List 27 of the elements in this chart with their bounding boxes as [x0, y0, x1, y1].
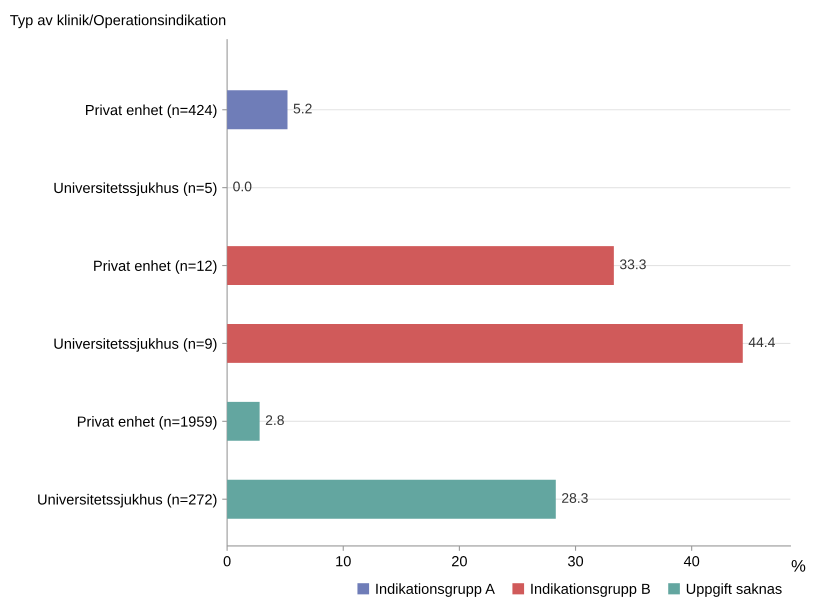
- bar: [227, 402, 260, 441]
- y-tick-label: Privat enhet (n=1959): [78, 416, 216, 430]
- x-tick-label: 10: [336, 556, 351, 566]
- bar: [227, 324, 743, 363]
- bar: [227, 90, 288, 130]
- bar: [227, 480, 556, 519]
- y-tick-label: Universitetssjukhus (n=272): [38, 494, 216, 508]
- y-tick-label: Privat enhet (n=12): [94, 260, 216, 274]
- x-tick-label: 40: [684, 556, 700, 566]
- data-label: 5.2: [294, 104, 312, 114]
- y-axis-title: Typ av klinik/Operationsindikation: [10, 14, 226, 28]
- x-tick-label: 30: [568, 556, 584, 566]
- legend-label: Uppgift saknas: [686, 583, 782, 597]
- legend-label: Indikationsgrupp A: [376, 583, 495, 597]
- x-tick-label: 20: [452, 556, 467, 566]
- y-tick-label: Universitetssjukhus (n=5): [54, 182, 216, 196]
- data-label: 28.3: [562, 493, 588, 503]
- data-label: 33.3: [620, 259, 646, 270]
- y-tick-label: Universitetssjukhus (n=9): [54, 338, 216, 352]
- x-tick-label: 0: [224, 556, 231, 566]
- y-tick-label: Privat enhet (n=424): [86, 104, 216, 118]
- bar: [227, 246, 614, 286]
- x-axis-title: %: [792, 560, 806, 572]
- data-label: 44.4: [748, 337, 775, 348]
- data-label: 0.0: [233, 182, 252, 192]
- legend-label: Indikationsgrupp B: [531, 583, 650, 597]
- data-label: 2.8: [266, 415, 284, 426]
